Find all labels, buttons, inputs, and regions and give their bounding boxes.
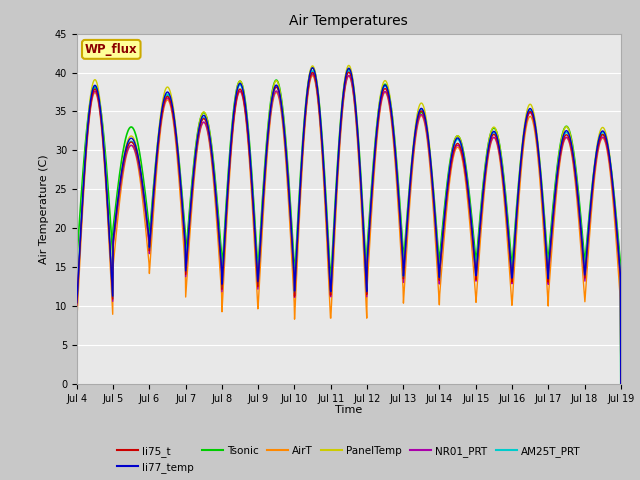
NR01_PRT bbox=[434, 253, 442, 259]
NR01_PRT bbox=[505, 238, 513, 244]
li75_t bbox=[345, 70, 353, 75]
li77_temp bbox=[505, 232, 513, 238]
Line: NR01_PRT: NR01_PRT bbox=[77, 74, 621, 384]
AM25T_PRT bbox=[505, 234, 513, 240]
PanelTemp bbox=[255, 267, 262, 273]
Tsonic bbox=[309, 65, 317, 71]
li77_temp bbox=[73, 300, 81, 306]
NR01_PRT bbox=[617, 381, 625, 387]
li77_temp bbox=[309, 65, 317, 71]
li75_t bbox=[73, 303, 81, 309]
Line: li77_temp: li77_temp bbox=[77, 68, 621, 384]
Line: AirT: AirT bbox=[77, 76, 621, 384]
NR01_PRT bbox=[309, 71, 317, 77]
li75_t bbox=[255, 271, 262, 277]
AM25T_PRT bbox=[617, 381, 625, 387]
NR01_PRT bbox=[553, 183, 561, 189]
X-axis label: Time: Time bbox=[335, 405, 362, 415]
li75_t bbox=[194, 136, 202, 142]
AM25T_PRT bbox=[73, 301, 81, 307]
Line: PanelTemp: PanelTemp bbox=[77, 65, 621, 384]
li77_temp bbox=[194, 133, 202, 139]
li75_t bbox=[505, 236, 513, 242]
PanelTemp bbox=[73, 300, 81, 305]
Text: WP_flux: WP_flux bbox=[85, 43, 138, 56]
PanelTemp bbox=[180, 230, 188, 236]
AirT bbox=[180, 255, 188, 261]
NR01_PRT bbox=[180, 237, 188, 243]
NR01_PRT bbox=[255, 273, 262, 279]
PanelTemp bbox=[434, 245, 442, 251]
AirT bbox=[434, 271, 442, 276]
PanelTemp bbox=[194, 130, 202, 135]
AM25T_PRT bbox=[255, 269, 262, 275]
li75_t bbox=[617, 381, 625, 387]
AirT bbox=[309, 73, 317, 79]
li77_temp bbox=[180, 231, 188, 237]
PanelTemp bbox=[553, 173, 561, 179]
Line: li75_t: li75_t bbox=[77, 72, 621, 384]
li77_temp bbox=[553, 176, 561, 182]
AirT bbox=[73, 318, 81, 324]
NR01_PRT bbox=[194, 140, 202, 145]
AirT bbox=[553, 190, 561, 196]
li75_t bbox=[180, 235, 188, 240]
AM25T_PRT bbox=[553, 178, 561, 183]
Tsonic bbox=[553, 169, 561, 175]
li77_temp bbox=[255, 267, 262, 273]
Tsonic bbox=[505, 223, 513, 229]
Tsonic bbox=[180, 221, 188, 227]
Tsonic bbox=[434, 237, 442, 243]
AirT bbox=[194, 143, 202, 148]
li77_temp bbox=[617, 381, 625, 387]
Title: Air Temperatures: Air Temperatures bbox=[289, 14, 408, 28]
NR01_PRT bbox=[73, 305, 81, 311]
AM25T_PRT bbox=[345, 68, 353, 73]
Tsonic bbox=[194, 129, 202, 134]
PanelTemp bbox=[345, 62, 353, 68]
li75_t bbox=[434, 250, 442, 255]
Line: AM25T_PRT: AM25T_PRT bbox=[77, 71, 621, 384]
Line: Tsonic: Tsonic bbox=[77, 68, 621, 384]
AirT bbox=[255, 295, 262, 300]
AirT bbox=[505, 253, 513, 259]
Y-axis label: Air Temperature (C): Air Temperature (C) bbox=[39, 154, 49, 264]
AM25T_PRT bbox=[194, 135, 202, 141]
PanelTemp bbox=[617, 381, 625, 387]
Legend: li75_t, li77_temp, Tsonic, AirT, PanelTemp, NR01_PRT, AM25T_PRT: li75_t, li77_temp, Tsonic, AirT, PanelTe… bbox=[113, 442, 585, 477]
AirT bbox=[617, 381, 625, 387]
AM25T_PRT bbox=[434, 248, 442, 254]
Tsonic bbox=[617, 381, 625, 387]
li75_t bbox=[553, 180, 561, 186]
AM25T_PRT bbox=[180, 232, 188, 238]
PanelTemp bbox=[505, 231, 513, 237]
Tsonic bbox=[255, 256, 262, 262]
Tsonic bbox=[73, 257, 81, 263]
li77_temp bbox=[434, 247, 442, 252]
